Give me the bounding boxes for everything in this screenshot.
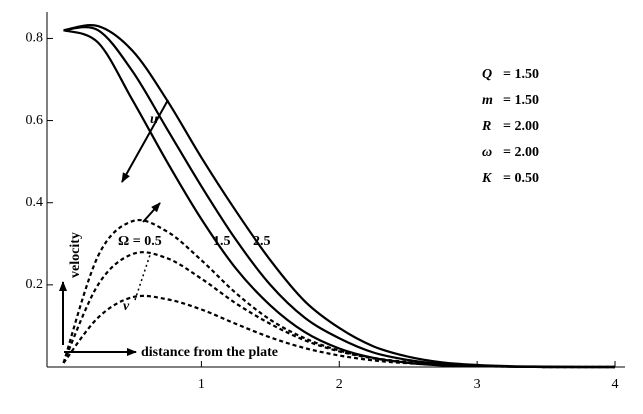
x-tick-label: 3	[474, 377, 481, 392]
annotation: Ω = 0.5	[118, 234, 162, 249]
parameters: Q = 1.50 m = 1.50 R = 2.00 ω = 2.00 K = 0.50	[481, 67, 539, 186]
parameter-value: = 1.50	[503, 93, 539, 108]
dashed-line	[62, 219, 615, 369]
y-tick-label: 0.8	[26, 31, 44, 46]
parameter-symbol: R	[481, 119, 491, 134]
x-tick-label: 2	[336, 377, 343, 392]
dashed-line	[62, 251, 615, 369]
parameter-symbol: m	[482, 93, 493, 108]
pointer	[134, 254, 151, 301]
parameter-symbol: Q	[482, 67, 492, 82]
y-tick-label: 0.6	[26, 113, 44, 128]
plot-area	[62, 24, 616, 369]
y-tick-label: 0.4	[26, 195, 44, 210]
x-tick-label: 4	[612, 377, 619, 392]
x-tick-label: 1	[198, 377, 205, 392]
axis-label: velocity	[68, 232, 83, 278]
parameter-value: = 0.50	[503, 171, 539, 186]
arrow	[121, 99, 169, 183]
parameter-value: = 2.00	[503, 119, 539, 134]
annotation: 1.5	[213, 234, 231, 249]
dashed-line	[62, 294, 615, 369]
annotation: 2.5	[253, 234, 271, 249]
axis-label: distance from the plate	[141, 345, 278, 360]
parameter-value: = 1.50	[503, 67, 539, 82]
annotation: u	[150, 112, 158, 127]
parameter-symbol: ω	[482, 145, 492, 160]
y-tick-label: 0.2	[26, 277, 44, 292]
parameter-value: = 2.00	[503, 145, 539, 160]
parameter-symbol: K	[481, 171, 493, 186]
annotation: v	[123, 299, 130, 314]
arrow	[142, 202, 161, 223]
